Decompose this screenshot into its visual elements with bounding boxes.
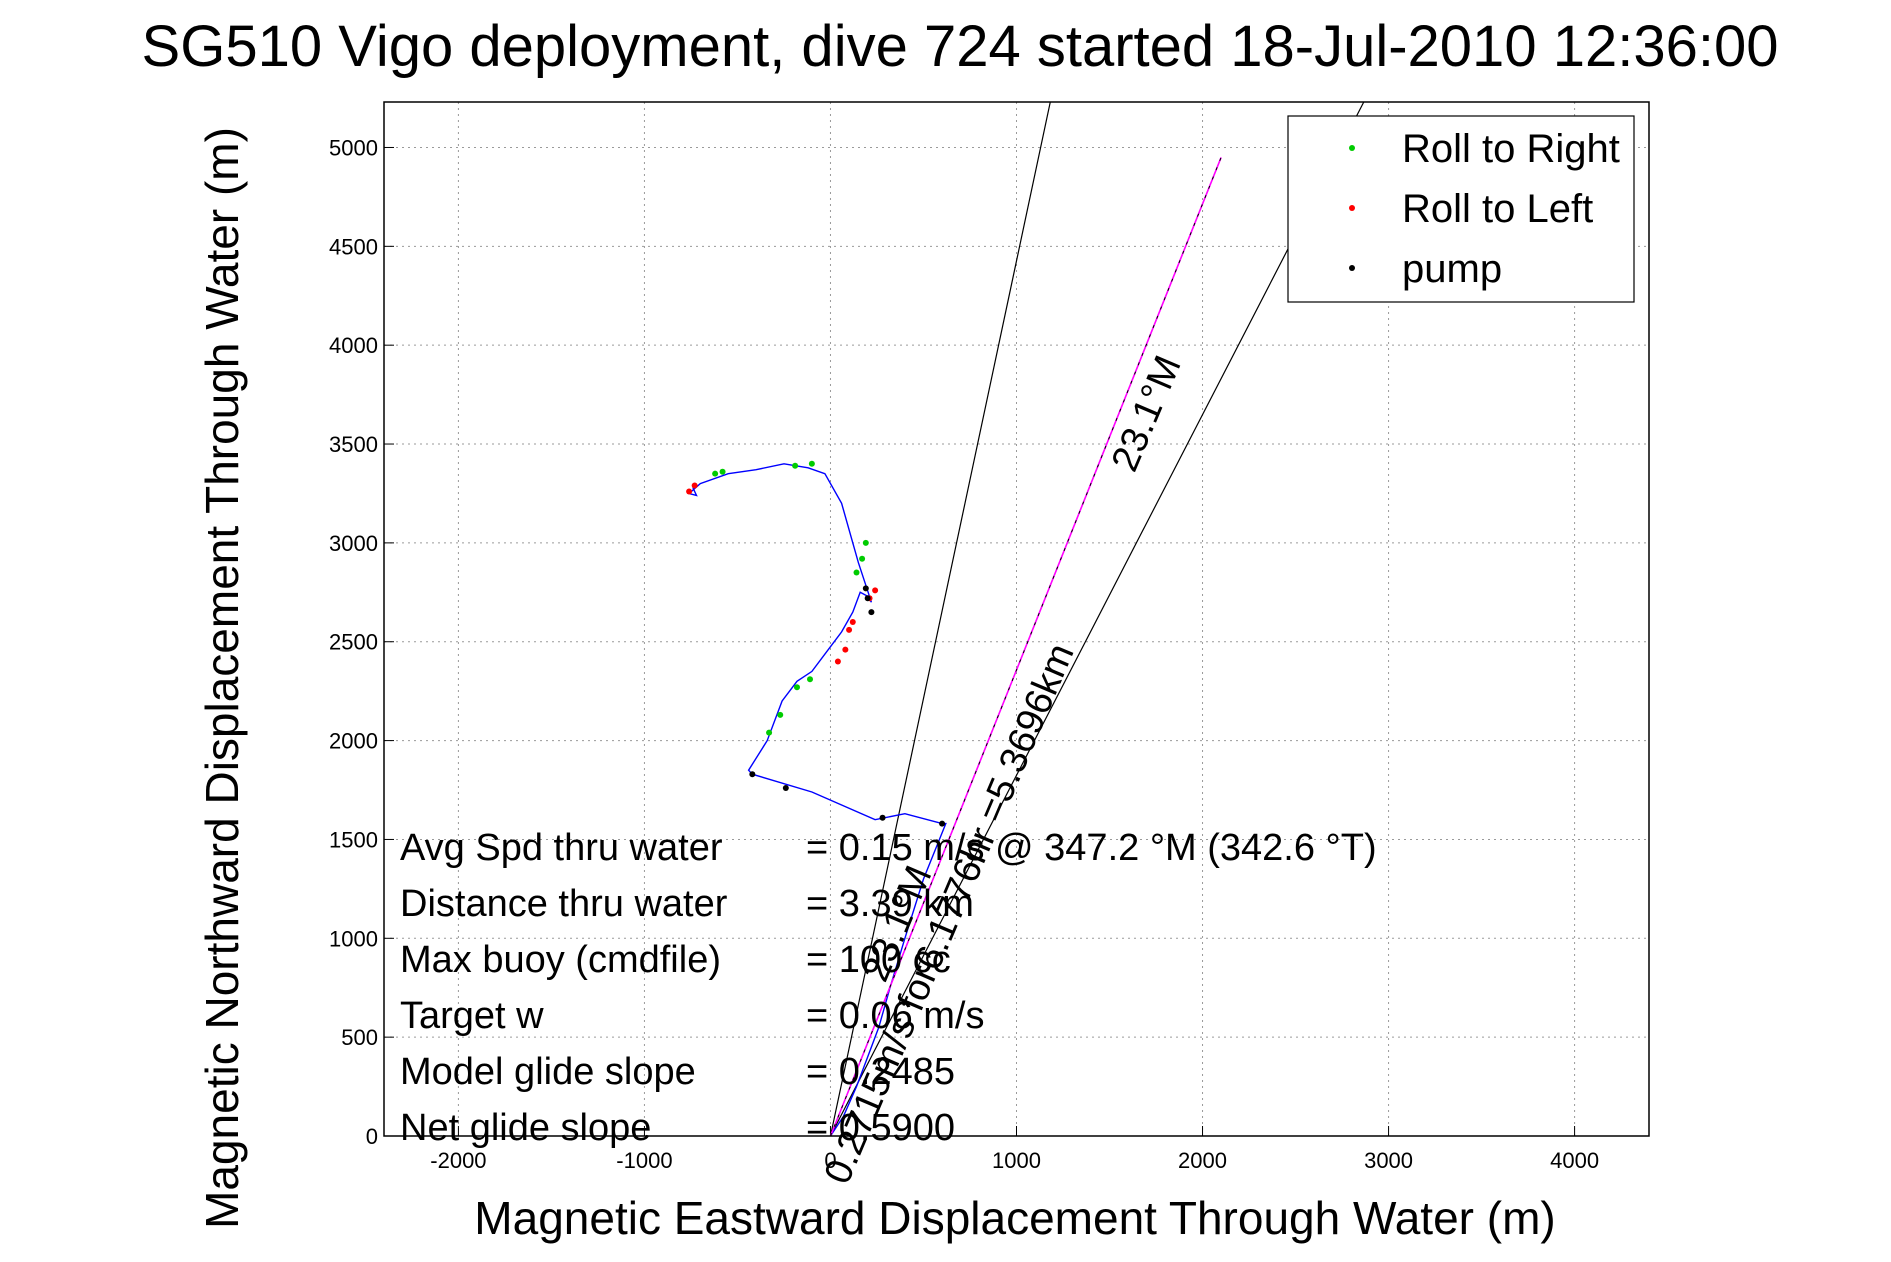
heading-bounds [829,101,1365,1137]
heading-line [829,157,1222,1137]
heading-bound-line [829,101,1051,1137]
x-tick-label: -1000 [616,1148,672,1173]
roll-to-left-point [686,488,693,495]
y-tick-label: 4000 [329,333,378,358]
y-tick-label: 3500 [329,432,378,457]
roll-to-right-point [807,676,814,683]
stat-label: Net glide slope [400,1107,651,1149]
legend-entry-label: pump [1402,247,1502,291]
legend-entry-label: Roll to Left [1402,187,1593,231]
roll-to-left-point [846,626,853,633]
y-axis-label: Magnetic Northward Displacement Through … [196,127,248,1229]
stat-label: Target w [400,995,544,1037]
roll-to-left-point [691,482,698,489]
y-tick-label: 3000 [329,531,378,556]
y-tick-label: 500 [341,1025,378,1050]
roll-to-right-point [712,470,719,477]
pump-point [864,595,871,602]
y-tick-label: 2000 [329,729,378,754]
roll-to-right-point [862,539,869,546]
roll-to-right-point [793,684,800,691]
pump-point [939,820,946,827]
stat-value: = 0.5900 [806,1107,955,1149]
roll-to-right-point [792,462,799,469]
legend: Roll to Right Roll to Left pump [1287,115,1635,303]
chart-title: SG510 Vigo deployment, dive 724 started … [142,14,1779,79]
y-tick-label: 1500 [329,827,378,852]
roll-to-left-point [834,658,841,665]
y-tick-label: 0 [366,1124,378,1149]
stat-label: Avg Spd thru water [400,827,723,869]
stat-label: Max buoy (cmdfile) [400,939,721,981]
legend-box [1287,115,1635,303]
data-series [686,157,1222,1137]
roll-to-right-point [777,711,784,718]
x-tick-label: 3000 [1364,1148,1413,1173]
pump-point [782,785,789,792]
roll-to-right-point [859,555,866,562]
pump-point [862,585,869,592]
roll-to-left-point [872,587,879,594]
pump-point [868,609,875,616]
legend-entry-label: Roll to Right [1402,127,1620,171]
x-tick-label: 4000 [1550,1148,1599,1173]
x-tick-label: -2000 [430,1148,486,1173]
pump-point [879,814,886,821]
x-axis-label: Magnetic Eastward Displacement Through W… [474,1192,1555,1244]
roll-to-right-point [719,468,726,475]
stat-value: = 3.39 km [806,883,974,925]
y-tick-label: 2500 [329,630,378,655]
stat-value: = 100 cc [806,939,951,981]
stats-table: Avg Spd thru water = 0.15 m/s @ 347.2 °M … [400,827,1377,1149]
pump-point [749,771,756,778]
x-tick-label: 0 [824,1148,836,1173]
stat-label: Model glide slope [400,1051,696,1093]
y-tick-label: 4500 [329,234,378,259]
roll-to-right-point [766,729,773,736]
roll-to-left-point [849,618,856,625]
x-tick-label: 2000 [1178,1148,1227,1173]
y-tick-label: 1000 [329,926,378,951]
stat-value: = 0.15 m/s @ 347.2 °M (342.6 °T) [806,827,1377,869]
stat-value: = 0.2485 [806,1051,955,1093]
axis-ticks: -2000 -1000 0 1000 2000 3000 4000 0 500 1000 1500 2… [329,135,1599,1173]
heading-bound-line [829,101,1365,1137]
stat-value: = 0.06 m/s [806,995,984,1037]
y-tick-label: 5000 [329,135,378,160]
x-tick-label: 1000 [992,1148,1041,1173]
track-line [687,463,947,1137]
roll-to-left-point [842,646,849,653]
legend-marker [1349,145,1355,151]
plot-frame [383,101,1650,1137]
roll-to-right-point [808,460,815,467]
legend-marker [1349,205,1355,211]
legend-marker [1349,265,1355,271]
roll-to-right-point [853,569,860,576]
stat-label: Distance thru water [400,883,728,925]
